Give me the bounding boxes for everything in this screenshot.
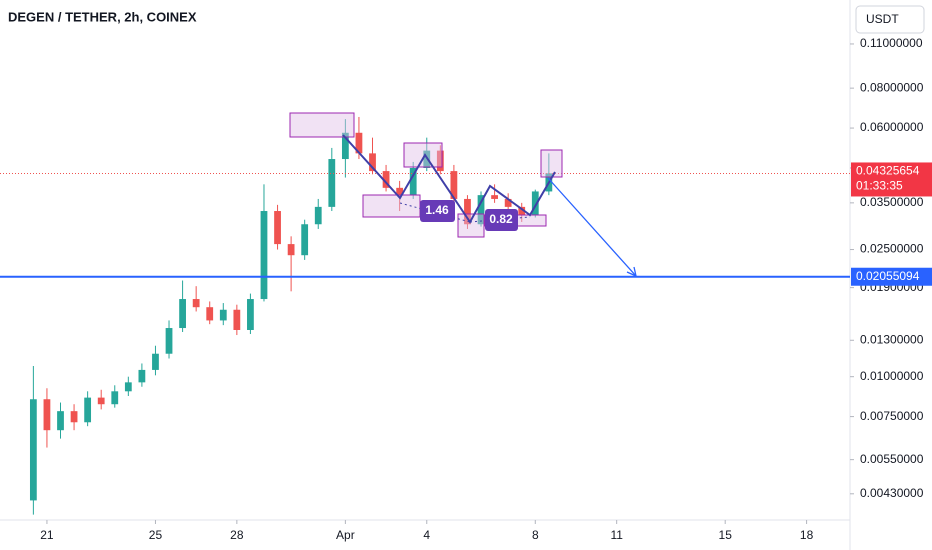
last-price-label: 0.04325654	[856, 164, 920, 178]
candle-body	[477, 195, 485, 225]
candle-body	[504, 198, 512, 207]
currency-label: USDT	[866, 12, 899, 26]
y-tick-label: 0.00550000	[860, 452, 924, 466]
plot	[0, 116, 850, 515]
pattern-box	[540, 149, 563, 178]
arrow-head	[626, 266, 637, 278]
candle-body	[287, 244, 295, 256]
candle-body	[29, 399, 37, 501]
last-price-tag	[851, 162, 932, 197]
x-tick-label: 25	[149, 528, 163, 542]
ratio-badge	[485, 209, 518, 231]
candle-body	[43, 399, 51, 431]
y-tick-label: 0.01300000	[860, 332, 924, 346]
chart-title: DEGEN / TETHER, 2h, COINEX	[8, 9, 197, 24]
y-tick-label: 0.03500000	[860, 195, 924, 209]
y-tick-label: 0.11000000	[860, 36, 923, 50]
candle-body	[97, 397, 105, 405]
candle-body	[491, 195, 498, 199]
candle-body	[57, 411, 64, 431]
candle-body	[219, 309, 227, 321]
candle-body	[382, 171, 390, 188]
candle-body	[233, 309, 241, 330]
y-tick-label: 0.00750000	[860, 409, 924, 423]
candle-body	[369, 153, 376, 172]
candle-body	[124, 382, 132, 392]
candle-body	[70, 411, 78, 423]
currency-button[interactable]	[855, 5, 925, 34]
candle-body	[328, 159, 336, 207]
price-line-tag	[851, 267, 932, 286]
candle-body	[396, 187, 404, 196]
ratio-label: 0.82	[489, 212, 513, 226]
x-tick-label: 15	[719, 528, 733, 542]
ratio-label: 1.46	[425, 203, 449, 217]
candle-body	[301, 224, 309, 256]
candle-body	[179, 299, 186, 329]
candle-body	[152, 353, 159, 370]
countdown-label: 01:33:35	[856, 179, 903, 193]
y-tick-label: 0.00430000	[860, 486, 924, 500]
candle-body	[355, 132, 363, 154]
candle-body	[260, 211, 268, 300]
x-tick-label: 28	[230, 528, 244, 542]
arrow	[547, 177, 637, 277]
pattern-box	[403, 142, 443, 168]
candle-body	[341, 132, 349, 160]
ratio-badge	[420, 200, 455, 222]
y-tick-label: 0.01000000	[860, 369, 924, 383]
price-line-label: 0.02055094	[856, 269, 920, 283]
candle-body	[247, 299, 254, 330]
x-tick-label: 8	[532, 528, 539, 542]
x-tick-label: 21	[40, 528, 54, 542]
y-tick-label: 0.02500000	[860, 242, 924, 256]
y-tick-label: 0.08000000	[860, 80, 924, 94]
drawings: 1.46 0.82	[289, 112, 637, 278]
candle-body	[531, 191, 539, 216]
candle-body	[518, 206, 526, 216]
candle-body	[314, 206, 322, 225]
candle-body	[464, 198, 471, 225]
x-tick-label: 11	[610, 528, 623, 542]
pattern-box	[289, 112, 355, 138]
candle-body	[165, 328, 173, 354]
candle-body	[206, 307, 214, 321]
candle-body	[192, 299, 200, 308]
candle-body	[274, 211, 281, 245]
x-tick-label: Apr	[336, 528, 355, 542]
candle-body	[111, 391, 119, 405]
y-tick-label: 0.06000000	[860, 120, 924, 134]
candle-body	[450, 171, 458, 199]
x-tick-label: 4	[423, 528, 430, 542]
candle-body	[436, 150, 444, 172]
candle-body	[84, 397, 92, 423]
candle-body	[409, 167, 417, 196]
pattern-box	[457, 213, 485, 238]
x-tick-label: 18	[800, 528, 814, 542]
candle-body	[138, 369, 146, 383]
